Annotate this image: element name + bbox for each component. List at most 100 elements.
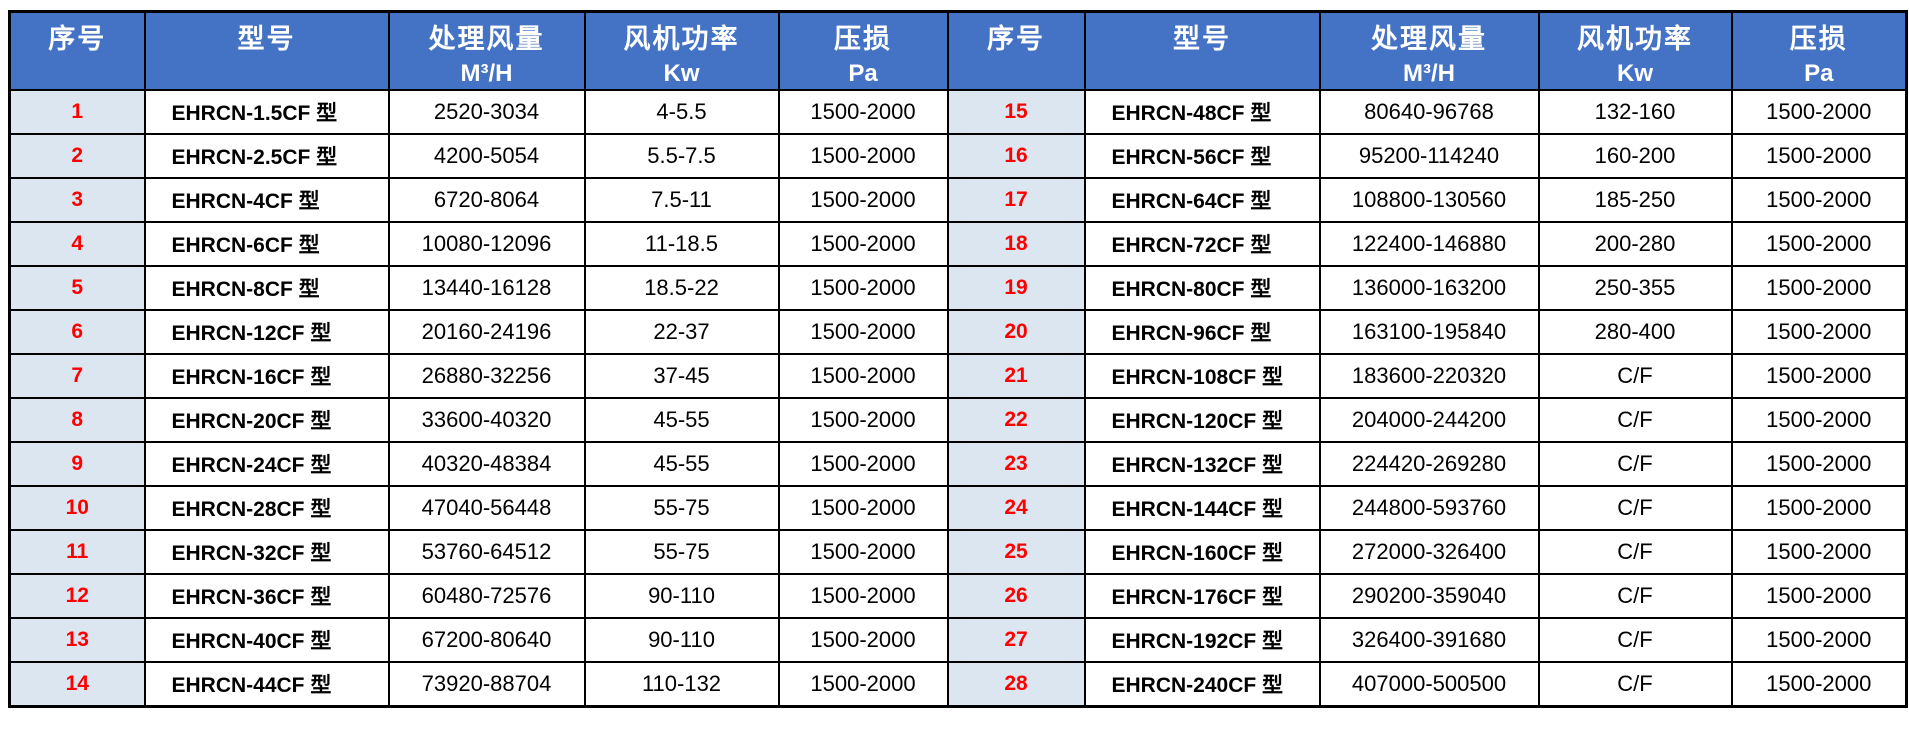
pressure-cell: 1500-2000 <box>1730 309 1908 355</box>
airflow-cell: 80640-96768 <box>1318 89 1540 135</box>
table-row: 4 EHRCN-6CF 型 10080-12096 11-18.5 1500-2000 1… <box>8 221 1908 267</box>
pressure-cell: 1500-2000 <box>777 441 949 487</box>
pressure-cell: 1500-2000 <box>777 309 949 355</box>
power-cell: C/F <box>1537 573 1733 619</box>
airflow-cell: 47040-56448 <box>387 485 586 531</box>
pressure-cell: 1500-2000 <box>1730 661 1908 708</box>
power-cell: 200-280 <box>1537 221 1733 267</box>
model-cell: EHRCN-72CF 型 <box>1083 221 1321 267</box>
power-cell: C/F <box>1537 661 1733 708</box>
row-index-cell: 3 <box>8 177 146 223</box>
header-airflow-left-unit: M³/H <box>460 60 513 87</box>
model-cell: EHRCN-120CF 型 <box>1083 397 1321 443</box>
power-cell: 45-55 <box>583 441 780 487</box>
row-index-cell: 24 <box>946 485 1086 531</box>
row-index-cell: 4 <box>8 221 146 267</box>
row-index-cell: 2 <box>8 133 146 179</box>
airflow-cell: 272000-326400 <box>1318 529 1540 575</box>
airflow-cell: 183600-220320 <box>1318 353 1540 399</box>
model-cell: EHRCN-8CF 型 <box>143 265 390 311</box>
header-pressure-left: 压损 Pa <box>777 10 949 91</box>
airflow-cell: 20160-24196 <box>387 309 586 355</box>
model-cell: EHRCN-144CF 型 <box>1083 485 1321 531</box>
model-cell: EHRCN-40CF 型 <box>143 617 390 663</box>
pressure-cell: 1500-2000 <box>1730 441 1908 487</box>
row-index-cell: 9 <box>8 441 146 487</box>
power-cell: 160-200 <box>1537 133 1733 179</box>
pressure-cell: 1500-2000 <box>1730 89 1908 135</box>
model-cell: EHRCN-56CF 型 <box>1083 133 1321 179</box>
header-airflow-left: 处理风量 M³/H <box>387 10 586 91</box>
power-cell: 280-400 <box>1537 309 1733 355</box>
pressure-cell: 1500-2000 <box>777 485 949 531</box>
power-cell: 22-37 <box>583 309 780 355</box>
pressure-cell: 1500-2000 <box>1730 397 1908 443</box>
power-cell: C/F <box>1537 529 1733 575</box>
airflow-cell: 53760-64512 <box>387 529 586 575</box>
airflow-cell: 73920-88704 <box>387 661 586 708</box>
power-cell: 132-160 <box>1537 89 1733 135</box>
pressure-cell: 1500-2000 <box>777 133 949 179</box>
power-cell: 4-5.5 <box>583 89 780 135</box>
pressure-cell: 1500-2000 <box>1730 265 1908 311</box>
header-airflow-left-label: 处理风量 <box>428 24 545 54</box>
power-cell: 110-132 <box>583 661 780 708</box>
pressure-cell: 1500-2000 <box>1730 573 1908 619</box>
airflow-cell: 163100-195840 <box>1318 309 1540 355</box>
row-index-cell: 15 <box>946 89 1086 135</box>
model-cell: EHRCN-6CF 型 <box>143 221 390 267</box>
power-cell: 7.5-11 <box>583 177 780 223</box>
row-index-cell: 20 <box>946 309 1086 355</box>
airflow-cell: 108800-130560 <box>1318 177 1540 223</box>
header-no-right: 序号 <box>946 10 1086 91</box>
airflow-cell: 95200-114240 <box>1318 133 1540 179</box>
table-row: 14 EHRCN-44CF 型 73920-88704 110-132 1500-200… <box>8 661 1908 708</box>
power-cell: C/F <box>1537 485 1733 531</box>
airflow-cell: 224420-269280 <box>1318 441 1540 487</box>
power-cell: 45-55 <box>583 397 780 443</box>
model-cell: EHRCN-64CF 型 <box>1083 177 1321 223</box>
row-index-cell: 8 <box>8 397 146 443</box>
row-index-cell: 27 <box>946 617 1086 663</box>
pressure-cell: 1500-2000 <box>1730 177 1908 223</box>
header-pressure-left-unit: Pa <box>848 60 878 87</box>
pressure-cell: 1500-2000 <box>777 353 949 399</box>
airflow-cell: 4200-5054 <box>387 133 586 179</box>
table-row: 2 EHRCN-2.5CF 型 4200-5054 5.5-7.5 1500-2000 1… <box>8 133 1908 179</box>
airflow-cell: 244800-593760 <box>1318 485 1540 531</box>
model-cell: EHRCN-12CF 型 <box>143 309 390 355</box>
header-airflow-right: 处理风量 M³/H <box>1318 10 1540 91</box>
row-index-cell: 5 <box>8 265 146 311</box>
row-index-cell: 19 <box>946 265 1086 311</box>
pressure-cell: 1500-2000 <box>777 573 949 619</box>
model-cell: EHRCN-36CF 型 <box>143 573 390 619</box>
pressure-cell: 1500-2000 <box>777 529 949 575</box>
model-cell: EHRCN-240CF 型 <box>1083 661 1321 708</box>
header-pressure-right-label: 压损 <box>1789 24 1848 54</box>
airflow-cell: 290200-359040 <box>1318 573 1540 619</box>
power-cell: 55-75 <box>583 485 780 531</box>
airflow-cell: 67200-80640 <box>387 617 586 663</box>
header-model-left: 型号 <box>143 10 390 91</box>
power-cell: 37-45 <box>583 353 780 399</box>
power-cell: 18.5-22 <box>583 265 780 311</box>
row-index-cell: 22 <box>946 397 1086 443</box>
header-no-left-label: 序号 <box>48 24 107 54</box>
row-index-cell: 7 <box>8 353 146 399</box>
model-cell: EHRCN-28CF 型 <box>143 485 390 531</box>
header-power-left: 风机功率 Kw <box>583 10 780 91</box>
row-index-cell: 18 <box>946 221 1086 267</box>
pressure-cell: 1500-2000 <box>1730 529 1908 575</box>
header-power-right-unit: Kw <box>1617 60 1653 87</box>
header-no-right-label: 序号 <box>987 24 1045 54</box>
row-index-cell: 16 <box>946 133 1086 179</box>
power-cell: 5.5-7.5 <box>583 133 780 179</box>
row-index-cell: 10 <box>8 485 146 531</box>
pressure-cell: 1500-2000 <box>777 177 949 223</box>
header-power-right-label: 风机功率 <box>1577 24 1693 54</box>
model-cell: EHRCN-192CF 型 <box>1083 617 1321 663</box>
header-model-left-label: 型号 <box>237 24 296 54</box>
spec-table-container: 序号 型号 处理风量 M³/H 风机功率 Kw 压损 Pa <box>8 10 1908 708</box>
airflow-cell: 204000-244200 <box>1318 397 1540 443</box>
pressure-cell: 1500-2000 <box>1730 133 1908 179</box>
